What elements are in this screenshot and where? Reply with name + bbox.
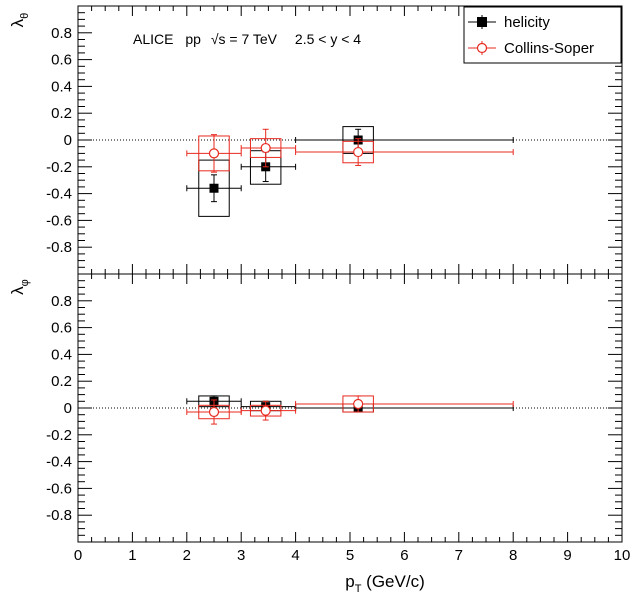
y-tick-label-1-8: -0.8 <box>46 507 72 524</box>
legend-helicity-marker <box>477 17 487 27</box>
tick-labels: 0.8 0.6 0.4 0.2 0 -0.2 -0.4 -0.6 -0.8 0.8 0.6 0.4 0.… <box>46 25 630 564</box>
annotation-energy: √s = 7 TeV <box>211 31 278 47</box>
helicity-marker-p0-s0-0 <box>209 183 219 193</box>
cs-marker-p1-s1-2 <box>353 398 364 410</box>
annotation-system: pp <box>185 31 201 47</box>
x-tick-label-9: 9 <box>563 547 571 564</box>
y-tick-label-0-0: 0.8 <box>51 25 72 42</box>
annotation-rapidity: 2.5 < y < 4 <box>295 31 361 47</box>
y-tick-label-1-0: 0.8 <box>51 293 72 310</box>
y-tick-label-1-6: -0.4 <box>46 454 72 471</box>
cs-marker-p0-s1-1 <box>260 142 271 154</box>
x-tick-label-1: 1 <box>128 547 136 564</box>
y-tick-label-0-8: -0.8 <box>46 239 72 256</box>
data-marks <box>186 126 514 425</box>
x-tick-label-4: 4 <box>291 547 299 564</box>
x-tick-label-6: 6 <box>400 547 408 564</box>
y-tick-label-0-7: -0.6 <box>46 212 72 229</box>
legend-box <box>463 6 622 64</box>
legend-cs-label: Collins-Soper <box>504 40 594 57</box>
cs-marker-p0-s1-2 <box>353 146 364 158</box>
zero-lines <box>78 139 622 409</box>
y-tick-label-0-6: -0.4 <box>46 186 72 203</box>
x-tick-label-5: 5 <box>346 547 354 564</box>
cs-marker-p0-s1-0 <box>208 148 220 159</box>
x-tick-label-10: 10 <box>614 547 631 564</box>
y-tick-label-0-2: 0.4 <box>51 78 72 95</box>
axis-ticks <box>77 5 623 543</box>
y-tick-label-0-3: 0.2 <box>51 105 72 122</box>
y-axis-title-bottom: λφ <box>8 279 31 295</box>
y-tick-label-1-2: 0.4 <box>51 346 72 363</box>
y-tick-label-0-5: -0.2 <box>46 159 72 176</box>
y-tick-label-1-1: 0.6 <box>51 320 72 337</box>
legend-helicity-label: helicity <box>504 14 550 31</box>
legend-cs-marker <box>476 42 488 54</box>
x-tick-label-0: 0 <box>74 547 82 564</box>
y-tick-label-1-4: 0 <box>64 400 72 417</box>
y-tick-label-1-7: -0.6 <box>46 480 72 497</box>
y-tick-label-0-4: 0 <box>64 132 72 149</box>
x-tick-label-2: 2 <box>183 547 191 564</box>
cs-marker-p1-s1-1 <box>260 405 271 416</box>
y-tick-label-1-5: -0.2 <box>46 427 72 444</box>
cs-marker-p1-s1-0 <box>208 406 220 418</box>
x-tick-label-8: 8 <box>509 547 517 564</box>
x-axis-title: pT (GeV/c) <box>345 572 425 595</box>
x-tick-label-3: 3 <box>237 547 245 564</box>
x-tick-label-7: 7 <box>455 547 463 564</box>
legend: helicity Collins-Soper <box>463 6 622 64</box>
y-tick-label-0-1: 0.6 <box>51 52 72 69</box>
y-axis-title-top: λθ <box>8 13 31 28</box>
annotation-experiment: ALICE <box>133 31 173 47</box>
plot-annotation: ALICE pp √s = 7 TeV 2.5 < y < 4 <box>133 31 361 47</box>
y-tick-label-1-3: 0.2 <box>51 373 72 390</box>
